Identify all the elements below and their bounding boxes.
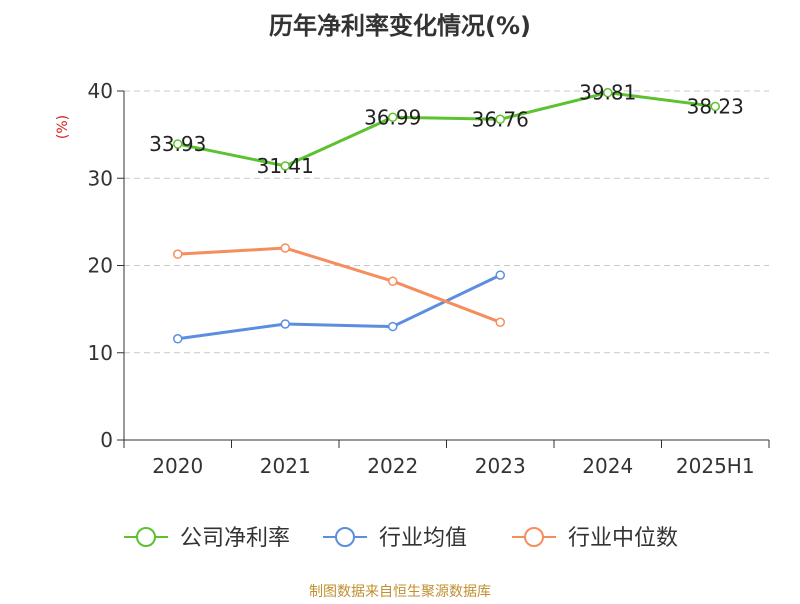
data-label: 31.41 [257,154,314,178]
grid-lines [124,90,769,354]
data-point[interactable] [173,139,183,149]
data-label: 36.99 [364,105,421,129]
x-tick-label: 2022 [367,454,418,478]
legend-label[interactable]: 行业均值 [379,526,467,551]
data-point[interactable] [280,319,290,329]
series-line [177,91,716,168]
data-point[interactable] [280,161,290,171]
data-point[interactable] [495,114,505,125]
data-label: 39.81 [579,81,636,105]
data-point[interactable] [495,317,505,327]
series-line [177,273,501,341]
source-note: 制图数据来自恒生聚源数据库 [309,584,491,600]
y-tick-label: 40 [88,79,113,103]
legend-marker [335,527,355,547]
data-label: 36.76 [472,107,529,131]
x-tick-label: 2025H1 [676,454,755,478]
series-layer: 33.93 31.41 36.99 36.76 39.81 38.23 [149,81,744,344]
data-point[interactable] [495,270,505,280]
legend-label[interactable]: 公司净利率 [180,526,290,551]
y-tick-label: 20 [88,254,113,278]
legend-marker [524,527,544,547]
y-tick-label: 30 [88,166,113,190]
chart-title: 历年净利率变化情况(%) [269,12,531,40]
data-point[interactable] [280,243,290,253]
legend-label[interactable]: 行业中位数 [568,526,678,551]
legend-marker [136,527,156,547]
data-point[interactable] [173,249,183,259]
y-tick-label: 10 [88,341,113,365]
legend[interactable]: 公司净利率 行业均值 行业中位数 [124,526,678,551]
data-point[interactable] [710,101,720,112]
data-point[interactable] [173,334,183,344]
x-tick-label: 2020 [152,454,203,478]
x-tick-label: 2023 [475,454,526,478]
axes: 0 10 20 30 40 2020 2021 2022 2023 2024 2025H1 [88,79,770,478]
data-label: 38.23 [687,94,744,118]
data-point[interactable] [388,321,398,332]
x-tick-label: 2024 [582,454,633,478]
data-point[interactable] [388,112,398,123]
data-point[interactable] [603,87,613,98]
y-tick-label: 0 [100,428,113,452]
x-tick-label: 2021 [260,454,311,478]
series-line [177,246,501,324]
y-axis-label: (%) [55,115,71,139]
data-label: 33.93 [149,132,206,156]
data-point[interactable] [388,276,398,286]
